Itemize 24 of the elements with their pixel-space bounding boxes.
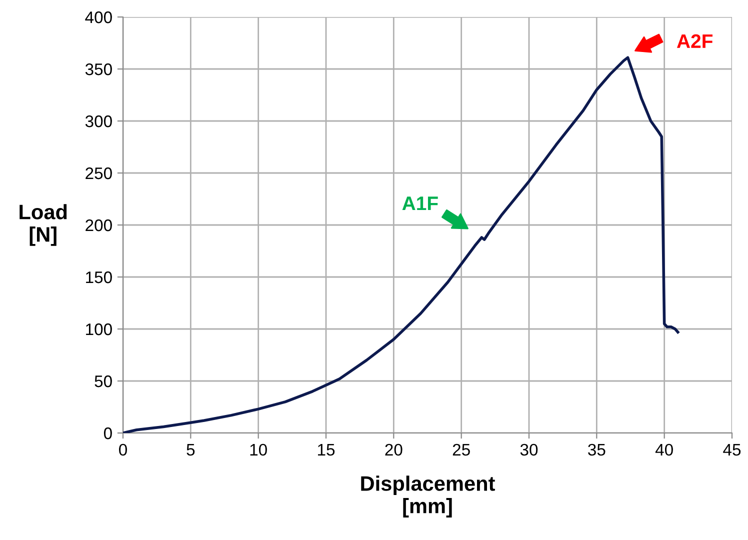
y-tick-label: 0 (104, 427, 112, 440)
x-tick-label: 30 (520, 444, 538, 456)
line-series (123, 56, 680, 433)
y-tick-label: 300 (85, 115, 112, 128)
x-tick-label: 20 (385, 444, 402, 456)
x-tick-label: 15 (318, 444, 335, 456)
x-tick-label: 40 (655, 444, 673, 456)
x-tick-label: 25 (452, 444, 470, 456)
y-tick-label: 400 (85, 11, 112, 24)
x-tick-label: 35 (588, 444, 606, 456)
y-tick-label: 250 (86, 167, 112, 180)
y-tick-label: 50 (94, 375, 112, 388)
x-tick-label: 45 (723, 444, 741, 456)
annotation: A2F (676, 34, 713, 48)
x-tick-label: 10 (250, 444, 267, 456)
y-tick-label: 100 (86, 323, 112, 336)
annotation: A1F (402, 196, 438, 210)
x-axis-title: Displacement [mm] (361, 476, 495, 518)
x-tick-label: 5 (186, 444, 195, 456)
y-tick-label: 200 (86, 219, 112, 232)
y-tick-label: 350 (85, 63, 112, 76)
x-tick-label: 0 (119, 444, 127, 456)
y-tick-label: 150 (86, 271, 112, 284)
y-axis-title: Load [N] (20, 204, 67, 246)
